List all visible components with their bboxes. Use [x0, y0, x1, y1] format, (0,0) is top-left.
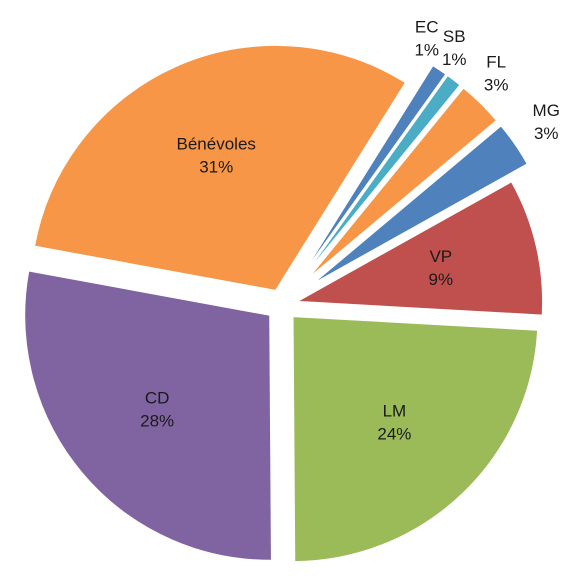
slice-value-label: 28% [140, 411, 174, 430]
slice-value-label: 1% [442, 50, 467, 69]
slice-value-label: 24% [377, 425, 411, 444]
slice-value-label: 31% [199, 157, 233, 176]
pie-slice [292, 316, 539, 563]
pie-slice [312, 125, 528, 284]
pie-slice [304, 74, 461, 276]
slice-label: FL [486, 53, 506, 72]
pie-slice [24, 270, 272, 561]
slice-label: Bénévoles [177, 134, 256, 153]
slice-value-label: 3% [484, 76, 509, 95]
pie-slice [33, 44, 407, 291]
slice-label: SB [443, 27, 466, 46]
slice-value-label: 1% [414, 40, 439, 59]
pie-slice [295, 181, 544, 316]
slice-value-label: 9% [429, 270, 454, 289]
slice-label: VP [429, 247, 452, 266]
slice-label: EC [415, 17, 439, 36]
pie-slice [308, 87, 498, 279]
slice-label: MG [533, 101, 560, 120]
slice-label: CD [145, 388, 170, 407]
slice-value-label: 3% [534, 124, 559, 143]
slice-label: LM [383, 402, 407, 421]
pie-slice [302, 64, 447, 274]
